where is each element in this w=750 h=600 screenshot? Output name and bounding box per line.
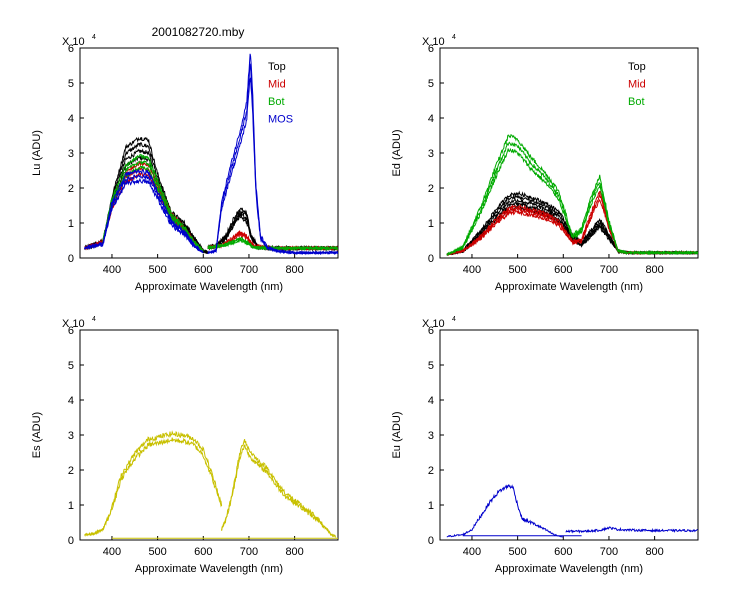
series-line-mos: [207, 63, 338, 256]
y-tick-label: 4: [68, 113, 74, 125]
y-tick-label: 1: [428, 500, 434, 512]
y-tick-label: 2: [68, 465, 74, 477]
x-tick-label: 700: [240, 546, 258, 558]
y-tick-label: 3: [428, 148, 434, 160]
y-tick-label: 6: [428, 43, 434, 55]
y-tick-label: 1: [428, 218, 434, 230]
series-group: [446, 483, 698, 538]
axis-multiplier: X 10: [62, 318, 85, 330]
y-tick-label: 6: [428, 325, 434, 337]
y-tick-label: 0: [428, 253, 434, 265]
axis-multiplier: X 10: [422, 36, 445, 48]
x-tick-label: 800: [645, 264, 663, 276]
axis-multiplier: X 10: [62, 36, 85, 48]
y-tick-label: 5: [68, 78, 74, 90]
x-tick-label: 700: [600, 546, 618, 558]
series-line-bot: [102, 153, 204, 252]
legend-entry-mid: Mid: [268, 79, 286, 91]
legend-entry-bot: Bot: [628, 96, 645, 108]
x-tick-label: 700: [600, 264, 618, 276]
y-tick-label: 4: [428, 113, 434, 125]
y-tick-label: 2: [428, 183, 434, 195]
series-line-series-0: [84, 437, 223, 537]
x-tick-label: 800: [285, 546, 303, 558]
y-axis-label: Eu (ADU): [391, 411, 403, 458]
axis-multiplier-exponent: 4: [452, 34, 456, 41]
legend-entry-mid: Mid: [628, 79, 646, 91]
plot-frame: [79, 329, 339, 541]
y-tick-label: 2: [68, 183, 74, 195]
axis-multiplier-exponent: 4: [92, 34, 96, 41]
series-line-series-0: [565, 526, 698, 534]
legend-entry-top: Top: [628, 61, 646, 73]
y-tick-label: 1: [68, 218, 74, 230]
y-tick-label: 0: [68, 253, 74, 265]
series-line-series-0: [221, 444, 336, 538]
series-line-mid: [84, 171, 203, 252]
x-tick-label: 600: [194, 546, 212, 558]
x-tick-label: 800: [645, 546, 663, 558]
series-line-series-0: [221, 439, 336, 538]
axis-multiplier: X 10: [422, 318, 445, 330]
y-tick-label: 6: [68, 43, 74, 55]
x-tick-label: 600: [554, 546, 572, 558]
x-tick-label: 600: [554, 264, 572, 276]
series-group: [446, 134, 698, 256]
x-axis-label: Approximate Wavelength (nm): [135, 563, 283, 575]
y-tick-label: 3: [68, 430, 74, 442]
series-group: [84, 430, 338, 539]
plot-frame: [439, 329, 699, 541]
figure-title: 2001082720.mby: [152, 25, 245, 39]
y-tick-label: 5: [428, 78, 434, 90]
y-tick-label: 3: [68, 148, 74, 160]
series-line-mos: [84, 168, 204, 253]
y-axis-label: Es (ADU): [31, 412, 43, 458]
x-tick-label: 400: [103, 546, 121, 558]
y-axis-label: Ed (ADU): [391, 129, 403, 176]
axis-multiplier-exponent: 4: [452, 316, 456, 323]
x-tick-label: 500: [508, 546, 526, 558]
series-line-bot: [207, 236, 338, 251]
x-tick-label: 800: [285, 264, 303, 276]
series-line-mos: [207, 53, 338, 255]
series-line-bot: [446, 134, 698, 256]
y-tick-label: 6: [68, 325, 74, 337]
y-tick-label: 0: [68, 535, 74, 547]
x-tick-label: 400: [463, 546, 481, 558]
y-tick-label: 4: [68, 395, 74, 407]
legend-entry-mos: MOS: [268, 114, 293, 126]
x-axis-label: Approximate Wavelength (nm): [135, 281, 283, 293]
series-line-series-0: [84, 430, 223, 537]
y-axis-label: Lu (ADU): [31, 130, 43, 176]
x-axis-label: Approximate Wavelength (nm): [495, 563, 643, 575]
x-tick-label: 500: [508, 264, 526, 276]
legend-entry-bot: Bot: [268, 96, 285, 108]
y-tick-label: 0: [428, 535, 434, 547]
y-tick-label: 3: [428, 430, 434, 442]
x-tick-label: 700: [240, 264, 258, 276]
x-axis-label: Approximate Wavelength (nm): [495, 281, 643, 293]
x-tick-label: 400: [103, 264, 121, 276]
series-group: [84, 53, 338, 256]
y-tick-label: 4: [428, 395, 434, 407]
series-line-series-0: [446, 483, 564, 538]
legend-entry-top: Top: [268, 61, 286, 73]
x-tick-label: 600: [194, 264, 212, 276]
x-tick-label: 500: [148, 546, 166, 558]
plot-frame: [79, 47, 339, 259]
y-tick-label: 2: [428, 465, 434, 477]
y-tick-label: 5: [428, 360, 434, 372]
x-tick-label: 500: [148, 264, 166, 276]
y-tick-label: 5: [68, 360, 74, 372]
x-tick-label: 400: [463, 264, 481, 276]
series-line-mid: [446, 192, 698, 256]
y-tick-label: 1: [68, 500, 74, 512]
axis-multiplier-exponent: 4: [92, 316, 96, 323]
